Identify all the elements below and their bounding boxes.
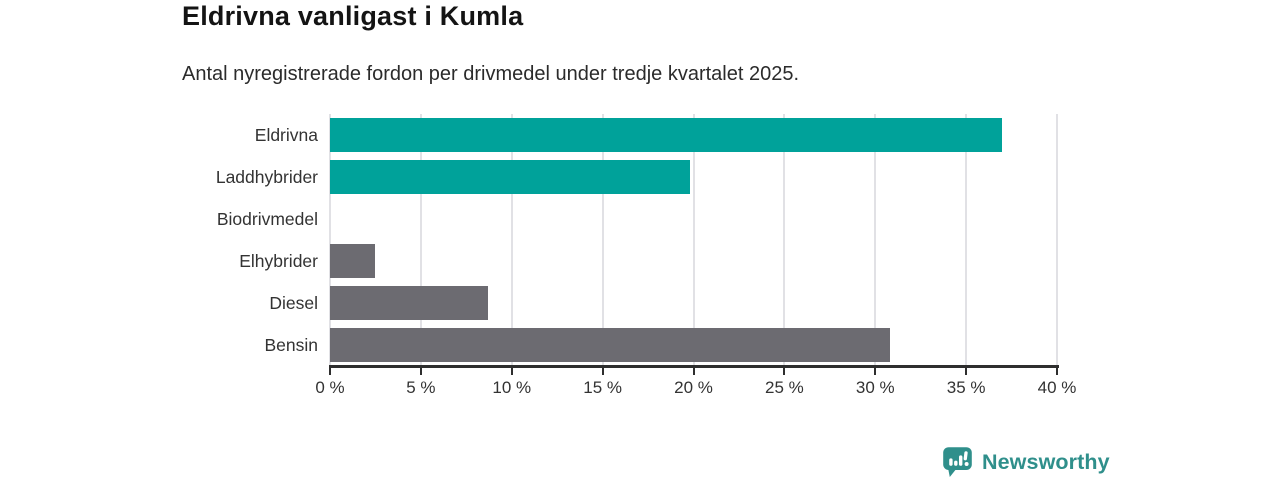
chart-subtitle: Antal nyregistrerade fordon per drivmede…	[182, 63, 800, 85]
chart-title: Eldrivna vanligast i Kumla	[182, 1, 524, 31]
bar-row	[330, 324, 1057, 366]
x-tick-label: 30 %	[855, 378, 895, 397]
category-label: Eldrivna	[254, 124, 318, 145]
x-axis-tick	[965, 365, 968, 375]
newsworthy-logo: Newsworthy	[941, 445, 1110, 479]
category-label: Biodrivmedel	[216, 208, 318, 229]
x-axis: 0 % 5 % 10 % 15 % 20 % 25 % 30 % 35 % 40 %	[315, 365, 1076, 405]
gridline	[783, 114, 786, 366]
newsworthy-logo-icon	[943, 447, 972, 477]
chart-bar-elhybrider	[330, 244, 376, 278]
x-axis-tick	[329, 365, 331, 375]
gridline	[419, 114, 422, 366]
bar-row	[330, 114, 1057, 156]
x-tick-label: 5 %	[406, 378, 436, 397]
gridline	[874, 114, 877, 366]
newsworthy-logo-text: Newsworthy	[982, 449, 1110, 474]
chart-bar-eldrivna	[330, 118, 1003, 152]
chart-bar-bensin	[330, 328, 890, 362]
bar-row	[330, 240, 1057, 282]
x-axis-tick	[1056, 365, 1058, 375]
category-labels: Eldrivna Laddhybrider Biodrivmedel Elhybrid…	[0, 114, 318, 366]
bar-row	[330, 156, 1057, 198]
grid-layer	[329, 114, 1058, 366]
category-label: Bensin	[264, 334, 318, 355]
x-tick-label: 35 %	[946, 378, 986, 397]
plot-area	[329, 114, 1058, 366]
x-axis-tick	[874, 365, 877, 375]
x-axis-tick	[419, 365, 422, 375]
x-tick-label: 15 %	[583, 378, 622, 397]
x-axis-tick	[510, 365, 513, 375]
x-axis-tick	[601, 365, 604, 375]
x-tick-label: 0 %	[315, 378, 345, 397]
x-tick-label: 40 %	[1037, 378, 1077, 397]
x-axis-tick	[692, 365, 695, 375]
category-label: Elhybrider	[239, 250, 318, 271]
x-axis-tick	[783, 365, 786, 375]
bar-row	[330, 198, 1057, 240]
x-tick-label: 25 %	[765, 378, 804, 397]
bar-row	[330, 282, 1057, 324]
gridline	[692, 114, 695, 366]
x-tick-label: 10 %	[492, 378, 532, 397]
category-label: Diesel	[269, 292, 318, 313]
x-tick-label: 20 %	[674, 378, 713, 397]
gridline	[601, 114, 604, 366]
chart-bar-diesel	[330, 286, 489, 320]
category-label: Laddhybrider	[215, 166, 318, 187]
gridline	[965, 114, 968, 366]
gridline	[510, 114, 513, 366]
chart-bar-laddhybrider	[330, 160, 690, 194]
bars-layer	[330, 114, 1057, 366]
gridline	[1056, 114, 1058, 366]
gridline	[329, 114, 331, 366]
